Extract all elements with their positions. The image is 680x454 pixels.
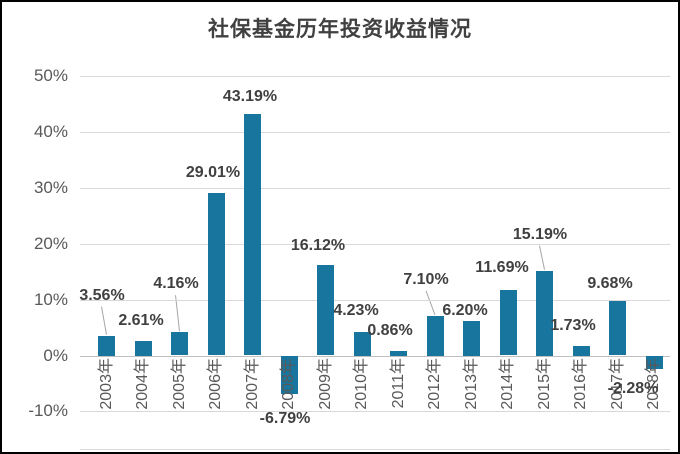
data-label-2012年: 7.10% (403, 271, 449, 288)
gridline-50% (80, 76, 670, 77)
data-label-2009年: 16.12% (290, 237, 346, 254)
bar-2016年 (573, 346, 590, 356)
y-tick-40%: 40% (33, 122, 68, 141)
gridline-20% (80, 244, 670, 245)
plot-bottom-border (80, 449, 670, 450)
bar-2015年 (536, 271, 553, 356)
data-label-2008年: -6.79% (259, 410, 311, 427)
gridline--10% (80, 411, 670, 412)
gridline-30% (80, 188, 670, 189)
leader-line-2012年 (425, 290, 436, 315)
data-label-2015年: 15.19% (512, 226, 568, 243)
x-tick-2007年: 2007年 (244, 358, 261, 410)
gridline-40% (80, 132, 670, 133)
gridline-10% (80, 300, 670, 301)
x-tick-2011年: 2011年 (390, 358, 407, 409)
x-tick-2006年: 2006年 (207, 358, 224, 410)
bar-2009年 (317, 265, 334, 355)
x-tick-2013年: 2013年 (463, 358, 480, 410)
data-label-2018年: -2.28% (607, 380, 659, 397)
x-tick-2015年: 2015年 (536, 358, 553, 410)
data-label-2006年: 29.01% (185, 164, 241, 181)
data-label-2004年: 2.61% (118, 312, 164, 329)
x-tick-2016年: 2016年 (572, 358, 589, 410)
bar-2008年 (281, 356, 298, 394)
x-axis-line (80, 356, 670, 357)
y-tick-0%: 0% (43, 346, 68, 365)
bar-2017年 (609, 301, 626, 355)
x-tick-2008年: 2008年 (280, 358, 297, 410)
bar-2007年 (244, 114, 261, 355)
data-label-2003年: 3.56% (79, 287, 125, 304)
data-label-2014年: 11.69% (475, 259, 529, 276)
bar-2003年 (98, 336, 115, 356)
y-tick-50%: 50% (33, 66, 68, 85)
y-tick-10%: 10% (33, 290, 68, 309)
y-tick-30%: 30% (33, 178, 68, 197)
bar-2014年 (500, 290, 517, 355)
bar-2012年 (427, 316, 444, 356)
x-tick-2003年: 2003年 (98, 358, 115, 410)
x-tick-2004年: 2004年 (134, 358, 151, 410)
leader-line-2015年 (539, 245, 545, 270)
x-tick-2009年: 2009年 (317, 358, 334, 410)
chart-title: 社保基金历年投资收益情况 (208, 18, 472, 41)
bar-2005年 (171, 332, 188, 355)
data-label-2017年: 9.68% (587, 275, 633, 292)
y-tick-20%: 20% (33, 234, 68, 253)
y-tick--10%: -10% (28, 401, 68, 420)
data-label-2010年: 4.23% (333, 302, 379, 319)
bar-2006年 (208, 193, 225, 355)
bar-2011年 (390, 351, 407, 356)
data-label-2007年: 43.19% (222, 88, 278, 105)
x-tick-2017年: 2017年 (609, 358, 626, 410)
x-tick-2018年: 2018年 (645, 358, 662, 410)
x-tick-2014年: 2014年 (499, 358, 516, 410)
bar-2010年 (354, 332, 371, 356)
data-label-2016年: 1.73% (550, 317, 596, 334)
data-label-2005年: 4.16% (153, 275, 199, 292)
bar-2004年 (135, 341, 152, 356)
bar-2018年 (646, 356, 663, 369)
data-label-2011年: 0.86% (367, 322, 413, 339)
leader-line-2003年 (101, 306, 107, 335)
bar-2013年 (463, 321, 480, 356)
x-tick-2005年: 2005年 (171, 358, 188, 410)
x-tick-2012年: 2012年 (426, 358, 443, 410)
x-tick-2010年: 2010年 (353, 358, 370, 410)
data-label-2013年: 6.20% (442, 302, 488, 319)
